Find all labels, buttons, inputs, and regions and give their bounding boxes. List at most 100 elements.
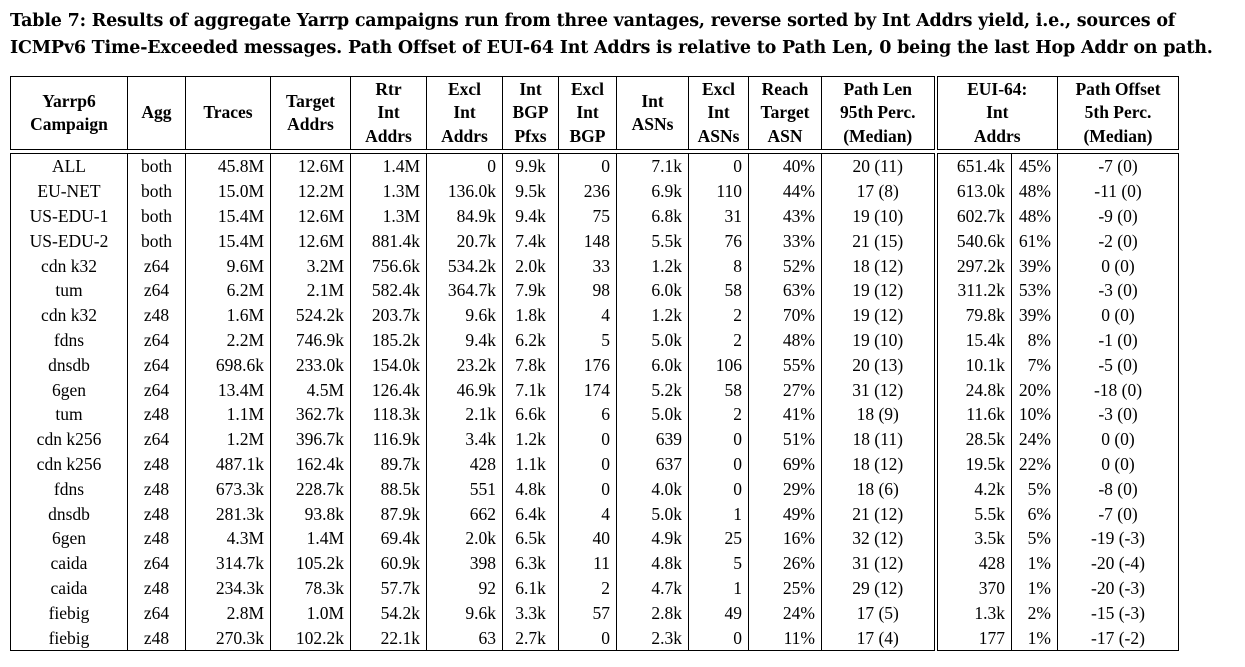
cell-traces: 1.1M — [185, 401, 271, 427]
cell-eui64-pct: 20% — [1011, 377, 1058, 402]
cell-campaign: fdns — [10, 476, 128, 502]
header-line: Int — [986, 102, 1009, 123]
header-cell: Excl Int Addrs — [426, 76, 503, 150]
cell-excl-int-asns: 0 — [688, 153, 749, 179]
header-cell: Target Addrs — [270, 76, 351, 150]
cell-target-addrs: 102.2k — [270, 625, 351, 651]
cell-reach-target-asn: 44% — [748, 178, 822, 204]
cell-excl-int-bgp: 236 — [558, 178, 617, 204]
table-row: caida z64 314.7k 105.2k 60.9k 398 6.3k 11 4.8k 5 2… — [10, 550, 1179, 576]
cell-eui64-pct: 39% — [1011, 253, 1058, 278]
cell-campaign: fdns — [10, 327, 128, 353]
cell-campaign: caida — [10, 550, 128, 576]
cell-int-asns: 5.0k — [616, 327, 689, 353]
cell-path-offset: -3 (0) — [1057, 277, 1179, 303]
cell-excl-int-asns: 25 — [688, 525, 749, 551]
cell-path-len: 17 (5) — [821, 600, 936, 626]
cell-eui64-int-addrs: 177 — [933, 625, 1012, 651]
header-line: EUI-64: — [967, 78, 1028, 99]
cell-traces: 4.3M — [185, 525, 271, 551]
cell-target-addrs: 524.2k — [270, 302, 351, 328]
cell-eui64-int-addrs: 3.5k — [933, 525, 1012, 551]
cell-campaign: US-EDU-2 — [10, 228, 128, 254]
cell-int-bgp-pfxs: 1.8k — [502, 302, 559, 328]
cell-eui64-pct: 7% — [1011, 352, 1058, 378]
header-cell: Agg — [127, 76, 186, 150]
cell-int-bgp-pfxs: 6.2k — [502, 327, 559, 353]
cell-path-len: 17 (4) — [821, 625, 936, 651]
cell-path-len: 29 (12) — [821, 575, 936, 601]
cell-excl-int-bgp: 4 — [558, 501, 617, 526]
cell-excl-int-asns: 2 — [688, 401, 749, 427]
cell-int-bgp-pfxs: 1.1k — [502, 451, 559, 477]
header-line: Int — [576, 102, 599, 123]
cell-excl-int-bgp: 0 — [558, 451, 617, 477]
cell-eui64-int-addrs: 19.5k — [933, 451, 1012, 477]
cell-excl-int-bgp: 98 — [558, 277, 617, 303]
cell-excl-int-asns: 31 — [688, 203, 749, 229]
cell-campaign: 6gen — [10, 525, 128, 551]
cell-eui64-int-addrs: 370 — [933, 575, 1012, 601]
cell-campaign: US-EDU-1 — [10, 203, 128, 229]
cell-target-addrs: 1.0M — [270, 600, 351, 626]
cell-campaign: caida — [10, 575, 128, 601]
cell-eui64-int-addrs: 4.2k — [933, 476, 1012, 502]
header-line: Addrs — [441, 125, 488, 146]
cell-path-offset: 0 (0) — [1057, 451, 1179, 477]
cell-excl-int-addrs: 9.6k — [426, 302, 503, 328]
cell-rtr-int-addrs: 54.2k — [350, 600, 427, 626]
cell-excl-int-bgp: 0 — [558, 476, 617, 502]
cell-int-bgp-pfxs: 6.3k — [502, 550, 559, 576]
cell-rtr-int-addrs: 87.9k — [350, 501, 427, 526]
cell-excl-int-addrs: 2.0k — [426, 525, 503, 551]
cell-traces: 1.6M — [185, 302, 271, 328]
cell-int-asns: 5.0k — [616, 501, 689, 526]
cell-excl-int-asns: 110 — [688, 178, 749, 204]
table-row: dnsdb z48 281.3k 93.8k 87.9k 662 6.4k 4 5.0k 1 49%… — [10, 501, 1179, 526]
cell-rtr-int-addrs: 116.9k — [350, 426, 427, 452]
cell-path-offset: -1 (0) — [1057, 327, 1179, 353]
table-row: 6gen z48 4.3M 1.4M 69.4k 2.0k 6.5k 40 4.9k 25 16% 3… — [10, 525, 1179, 551]
cell-excl-int-bgp: 0 — [558, 153, 617, 179]
cell-agg: z64 — [127, 550, 186, 576]
cell-int-asns: 4.0k — [616, 476, 689, 502]
cell-path-offset: -20 (-3) — [1057, 575, 1179, 601]
cell-path-len: 20 (13) — [821, 352, 936, 378]
cell-path-len: 31 (12) — [821, 550, 936, 576]
cell-target-addrs: 12.6M — [270, 203, 351, 229]
header-cell: Excl Int BGP — [558, 76, 617, 150]
cell-eui64-int-addrs: 613.0k — [933, 178, 1012, 204]
cell-eui64-int-addrs: 651.4k — [933, 153, 1012, 179]
cell-traces: 314.7k — [185, 550, 271, 576]
cell-excl-int-asns: 49 — [688, 600, 749, 626]
cell-reach-target-asn: 52% — [748, 253, 822, 278]
header-line: Traces — [203, 102, 253, 123]
header-cell: Path Offset 5th Perc. (Median) — [1057, 76, 1179, 150]
cell-campaign: cdn k32 — [10, 253, 128, 278]
cell-path-len: 18 (6) — [821, 476, 936, 502]
cell-int-bgp-pfxs: 9.4k — [502, 203, 559, 229]
table-caption: Table 7: Results of aggregate Yarrp camp… — [10, 11, 1213, 58]
table-row: cdn k256 z64 1.2M 396.7k 116.9k 3.4k 1.2k 0 639 0… — [10, 426, 1179, 452]
cell-excl-int-addrs: 428 — [426, 451, 503, 477]
cell-int-asns: 5.5k — [616, 228, 689, 254]
cell-int-asns: 7.1k — [616, 153, 689, 179]
cell-excl-int-bgp: 2 — [558, 575, 617, 601]
cell-target-addrs: 93.8k — [270, 501, 351, 526]
header-line: (Median) — [843, 125, 913, 146]
cell-target-addrs: 4.5M — [270, 377, 351, 402]
header-line: (Median) — [1083, 125, 1153, 146]
table-row: tum z48 1.1M 362.7k 118.3k 2.1k 6.6k 6 5.0k 2 41% 1… — [10, 401, 1179, 427]
cell-int-bgp-pfxs: 6.4k — [502, 501, 559, 526]
cell-excl-int-bgp: 6 — [558, 401, 617, 427]
cell-agg: both — [127, 153, 186, 179]
cell-eui64-int-addrs: 1.3k — [933, 600, 1012, 626]
cell-excl-int-bgp: 5 — [558, 327, 617, 353]
cell-int-bgp-pfxs: 1.2k — [502, 426, 559, 452]
cell-int-asns: 637 — [616, 451, 689, 477]
cell-path-len: 18 (11) — [821, 426, 936, 452]
table-row: fiebig z64 2.8M 1.0M 54.2k 9.6k 3.3k 57 2.8k 49 24… — [10, 600, 1179, 626]
cell-rtr-int-addrs: 881.4k — [350, 228, 427, 254]
cell-rtr-int-addrs: 1.3M — [350, 203, 427, 229]
cell-rtr-int-addrs: 1.4M — [350, 153, 427, 179]
